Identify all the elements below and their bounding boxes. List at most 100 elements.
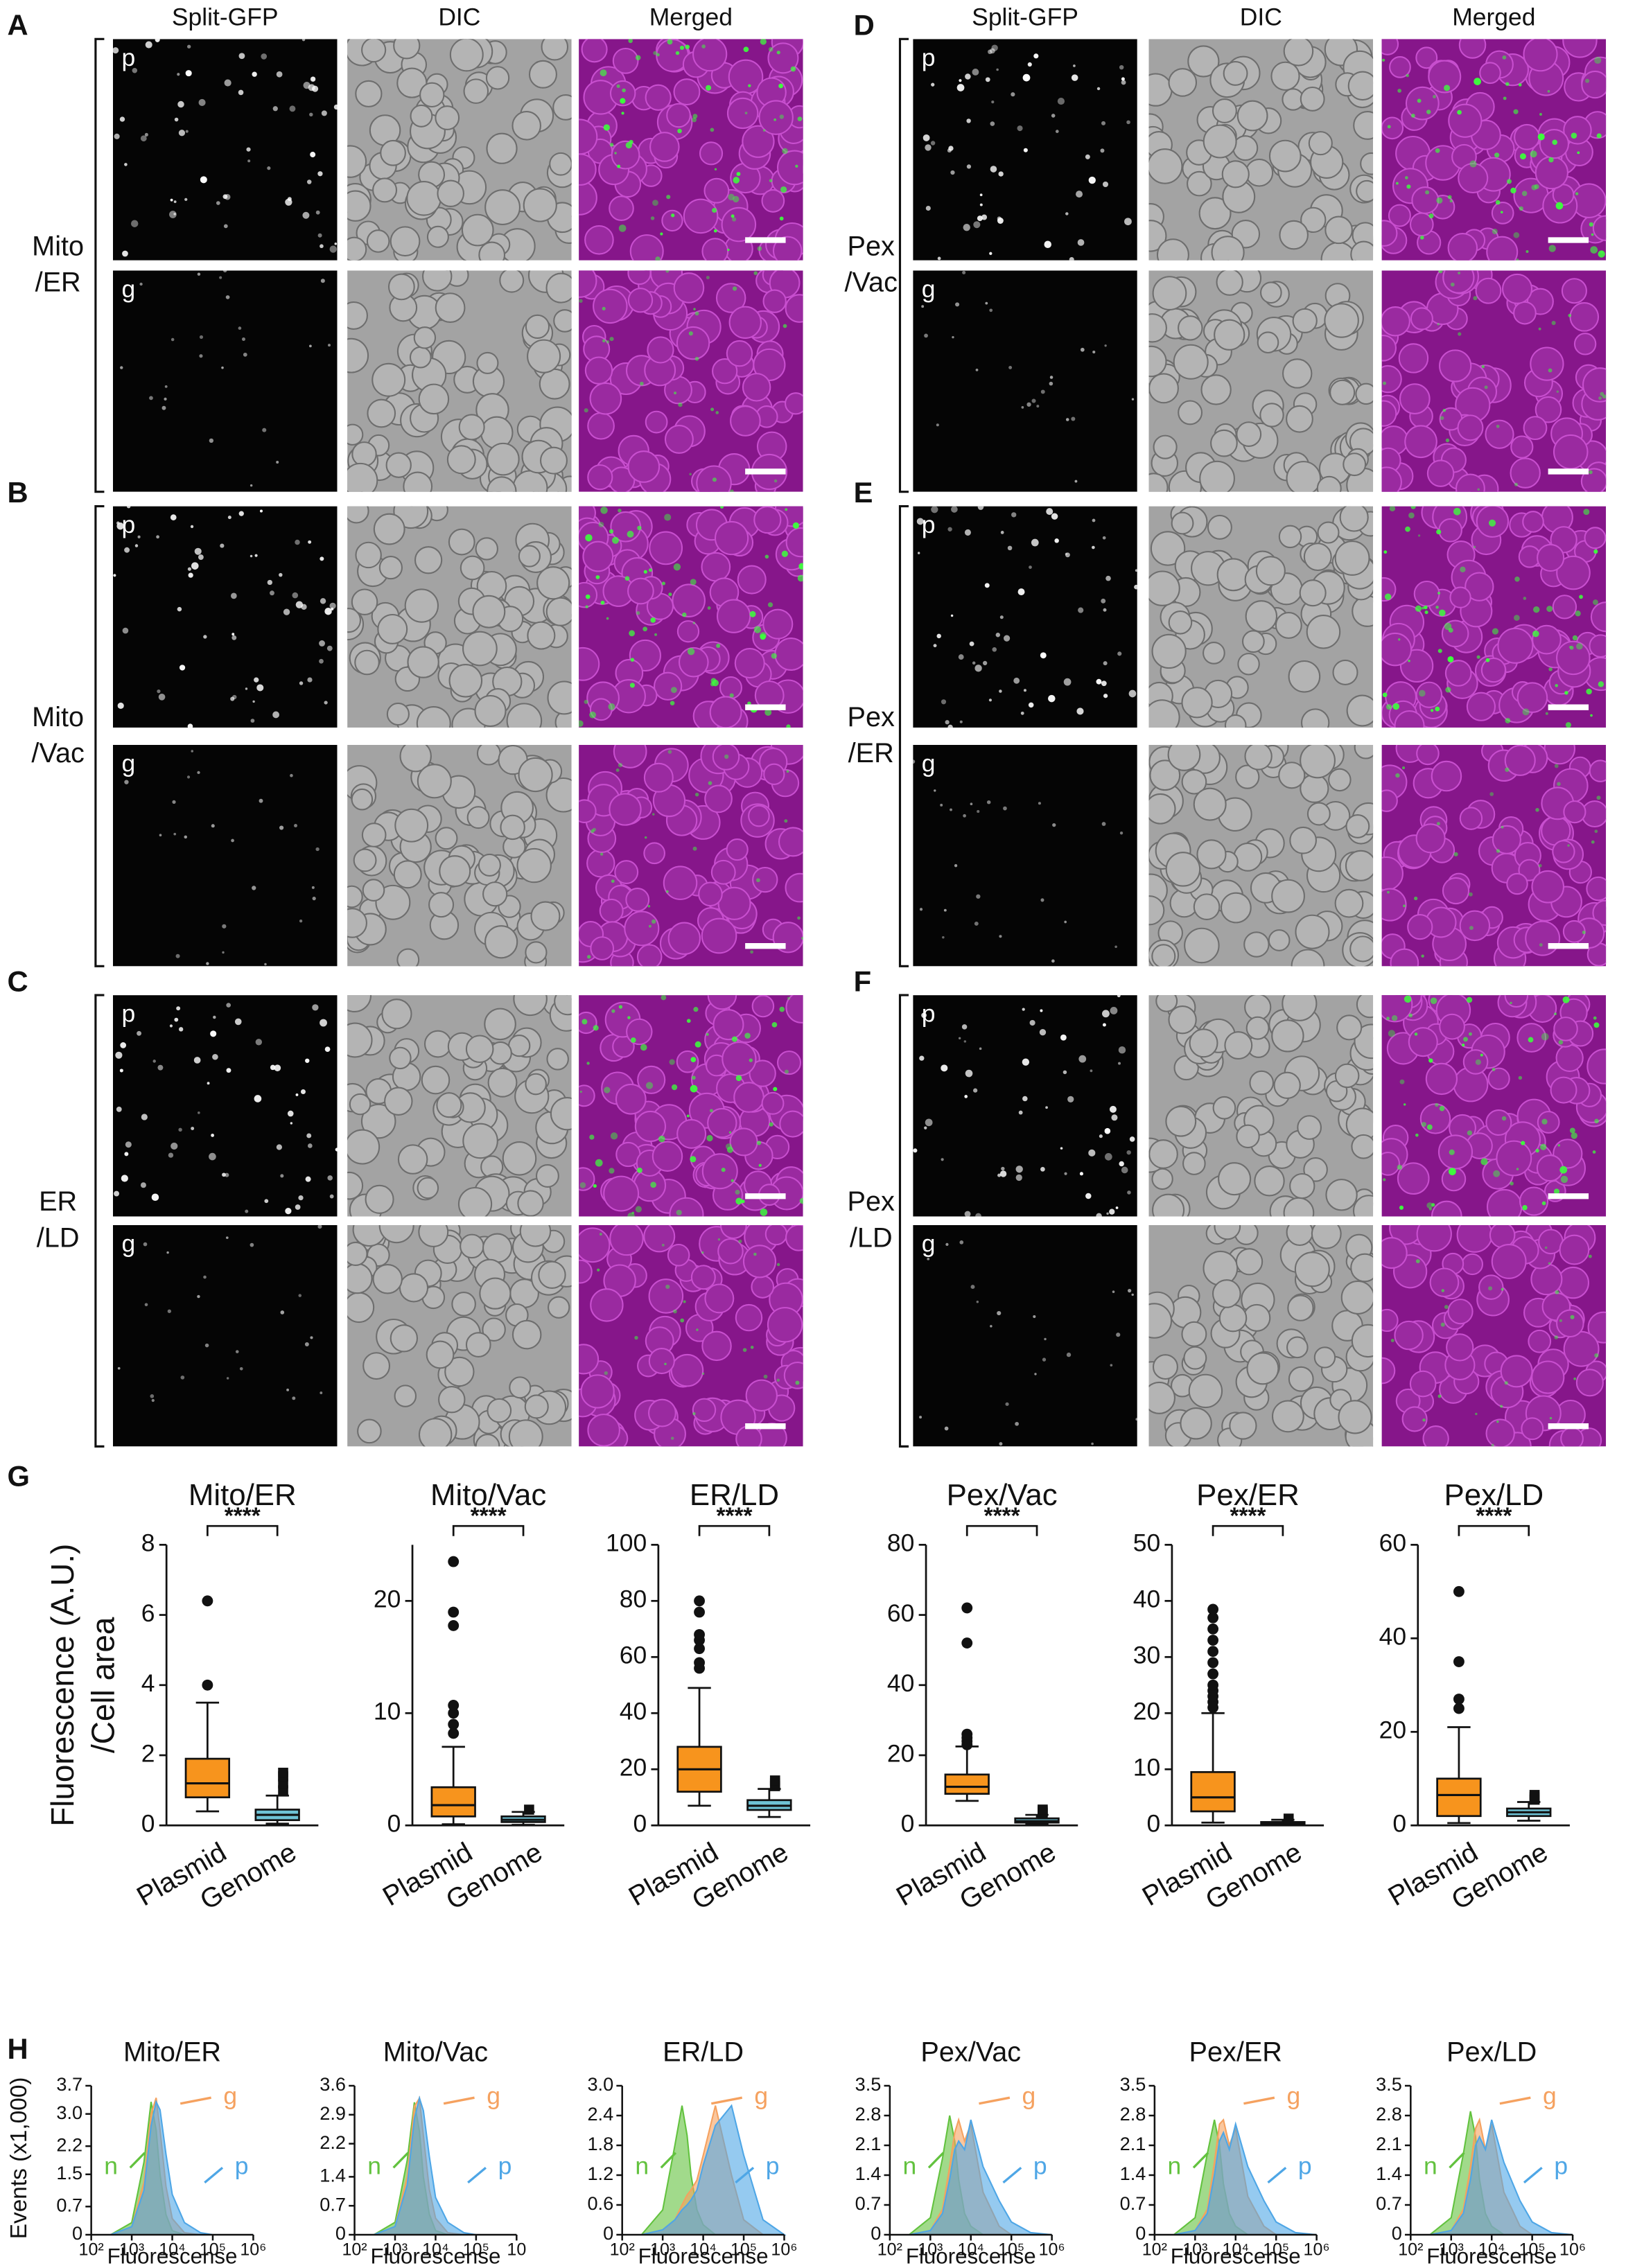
cell	[371, 362, 406, 397]
cell	[648, 1398, 676, 1427]
fluorescent-spot	[1575, 610, 1581, 617]
cell	[353, 848, 377, 872]
fluorescent-spot	[320, 556, 324, 561]
fluorescent-spot	[209, 1152, 216, 1161]
y-tick-label: 0.6	[587, 2192, 613, 2214]
fluorescent-spot	[198, 1111, 200, 1114]
fluorescent-spot	[1516, 1168, 1519, 1170]
cell	[683, 198, 719, 234]
fluorescent-spot	[660, 232, 663, 236]
row-tag: g	[121, 275, 135, 303]
histogram-area	[1410, 2119, 1573, 2236]
chart-title: Pex/LD	[1444, 1478, 1544, 1512]
y-tick-label: 3.6	[320, 2073, 346, 2095]
fluorescent-spot	[1127, 1190, 1131, 1195]
fluorescent-spot	[944, 1426, 949, 1431]
fluorescent-spot	[631, 1037, 636, 1043]
fluorescent-spot	[226, 1377, 229, 1380]
fluorescent-spot	[1100, 148, 1105, 153]
outlier	[202, 1679, 213, 1691]
fluorescent-spot	[618, 508, 622, 513]
fluorescent-spot	[664, 513, 672, 521]
fluorescent-spot	[187, 44, 191, 49]
cell	[1292, 308, 1318, 334]
fluorescent-spot	[941, 1158, 944, 1161]
fluorescent-spot	[1447, 195, 1452, 200]
y-tick-label: 40	[1133, 1585, 1160, 1613]
cell	[1381, 577, 1397, 602]
fluorescent-spot	[797, 574, 803, 582]
fluorescent-spot	[1501, 825, 1504, 829]
fluorescent-spot	[169, 1024, 173, 1028]
fluorescent-spot	[593, 1184, 597, 1188]
outlier	[1038, 1804, 1048, 1815]
fluorescent-spot	[666, 195, 671, 200]
panel-label: A	[8, 9, 28, 42]
cell	[1180, 1407, 1212, 1440]
label-leader	[1499, 2096, 1531, 2105]
cell	[726, 97, 759, 130]
fluorescent-spot	[735, 1197, 743, 1205]
x-tick-label: 10²	[877, 2240, 902, 2260]
fluorescent-spot	[753, 626, 762, 633]
cell	[1235, 1248, 1264, 1276]
cell	[475, 537, 498, 561]
fluorescent-spot	[193, 1057, 201, 1064]
fluorescent-spot	[114, 1190, 120, 1197]
fluorescent-spot	[753, 1252, 757, 1256]
cell	[1259, 403, 1284, 428]
cell	[1486, 1188, 1523, 1217]
fluorescent-spot	[690, 1084, 698, 1093]
cell	[690, 1265, 716, 1290]
fluorescent-spot	[1534, 184, 1539, 189]
cell	[527, 339, 561, 373]
fluorescent-spot	[921, 1012, 927, 1019]
cell	[518, 757, 553, 793]
fluorescent-spot	[1117, 995, 1121, 998]
cell	[539, 446, 568, 475]
cell	[673, 272, 705, 304]
row-tag: g	[922, 750, 936, 777]
fluorescent-spot	[124, 547, 130, 553]
fluorescent-spot	[1045, 1106, 1048, 1109]
significance-label: ****	[1476, 1503, 1512, 1529]
fluorescent-spot	[1080, 347, 1085, 352]
fluorescent-spot	[925, 1118, 933, 1127]
fluorescent-spot	[1426, 1202, 1433, 1209]
fluorescent-spot	[712, 477, 717, 482]
cell	[584, 356, 613, 385]
fluorescent-spot	[1101, 598, 1106, 604]
fluorescent-spot	[618, 1005, 623, 1009]
fluorescent-spot	[1594, 1353, 1599, 1358]
series-label: n	[1168, 2152, 1182, 2180]
cell	[701, 1153, 738, 1190]
fluorescent-spot	[625, 141, 633, 149]
fluorescent-spot	[113, 574, 116, 577]
cell	[1409, 1370, 1437, 1398]
fluorescent-spot	[1040, 1166, 1045, 1172]
fluorescent-spot	[1436, 197, 1443, 204]
cell	[1289, 1172, 1315, 1199]
fluorescent-spot	[1548, 368, 1553, 373]
cell	[1415, 823, 1446, 854]
cell	[1200, 374, 1232, 405]
cell	[721, 206, 757, 243]
fluorescent-spot	[191, 1127, 195, 1130]
fluorescent-spot	[1126, 1150, 1131, 1155]
fluorescent-spot	[970, 1285, 975, 1290]
fluorescent-spot	[1104, 344, 1107, 347]
cell	[649, 531, 683, 565]
fluorescent-spot	[1437, 591, 1441, 595]
fluorescent-spot	[250, 484, 253, 487]
significance-bracket	[965, 1524, 1038, 1536]
fluorescent-spot	[177, 606, 182, 612]
fluorescent-spot	[609, 529, 614, 534]
micrograph	[579, 1225, 803, 1447]
fluorescent-spot	[690, 1156, 697, 1163]
cell	[460, 555, 485, 581]
x-tick-label: 10²	[342, 2240, 367, 2260]
fluorescent-spot	[1011, 92, 1015, 97]
fluorescent-spot	[247, 159, 251, 163]
fluorescent-spot	[222, 270, 227, 273]
fluorescent-spot	[1481, 364, 1485, 369]
